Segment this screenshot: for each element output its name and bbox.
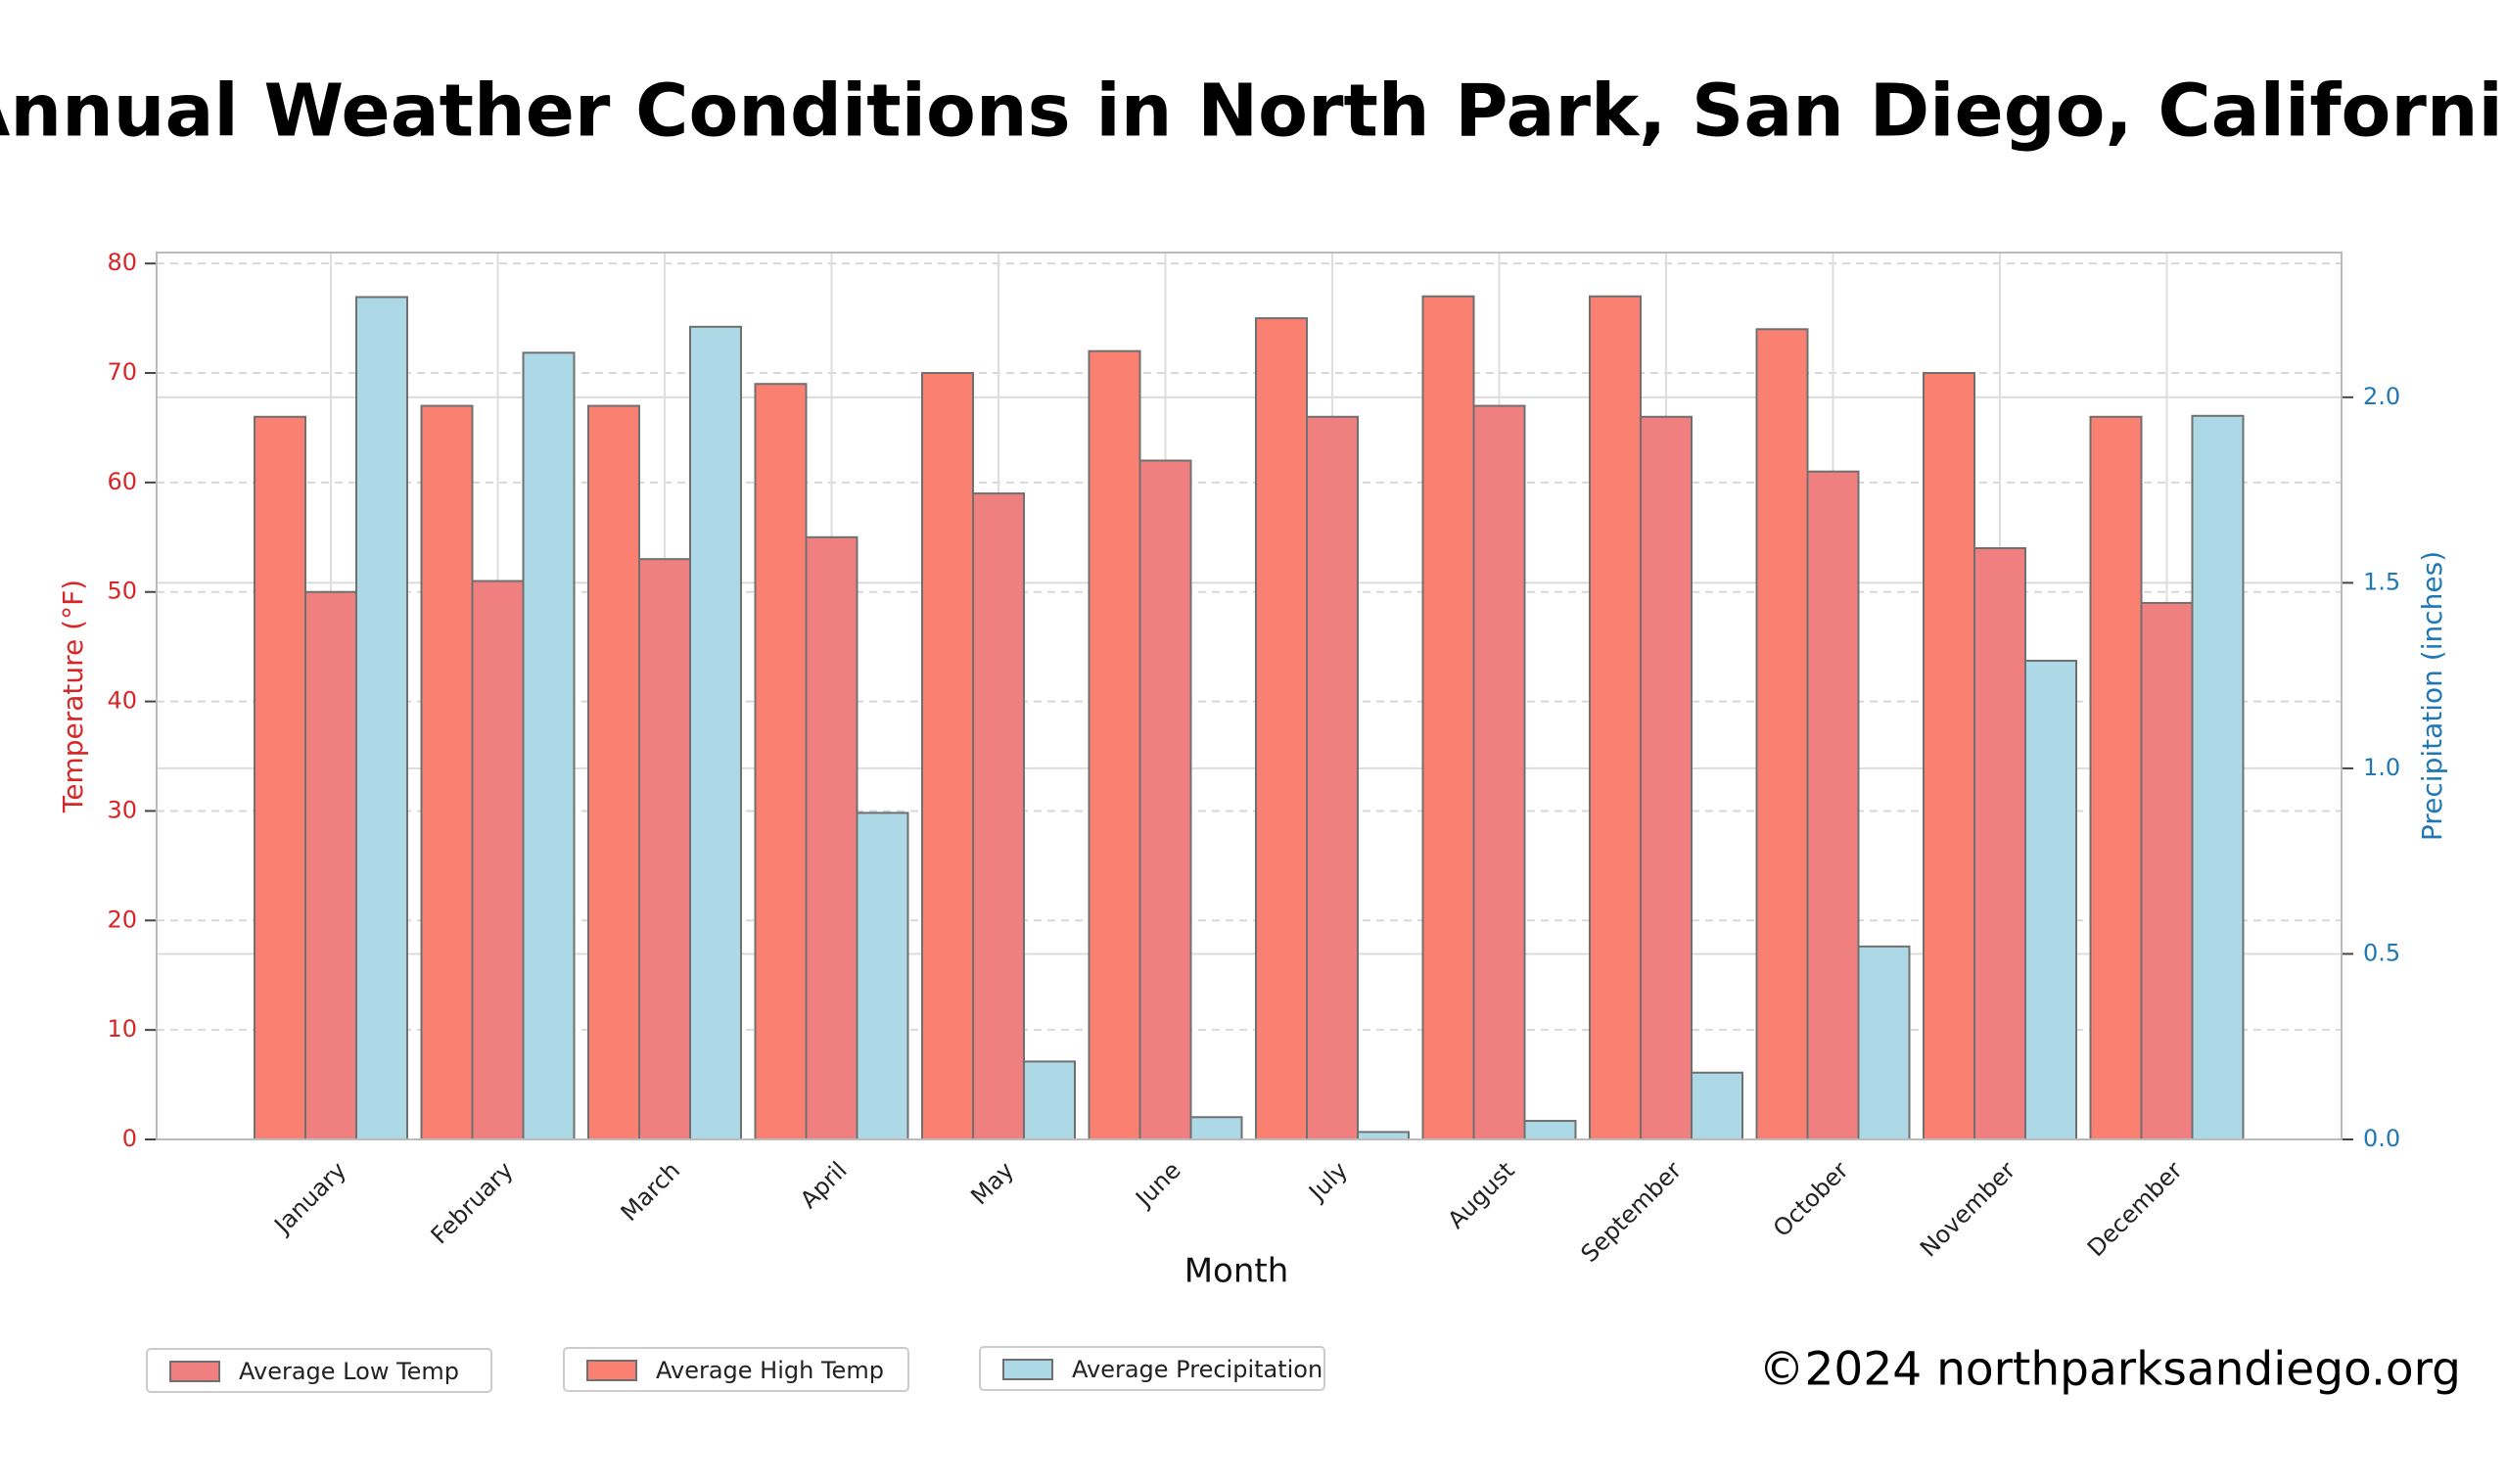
bar (1255, 317, 1308, 1141)
footer: ©2024 northparksandiego.org (1759, 1343, 2461, 1397)
bar (638, 558, 691, 1140)
y-tick-label: 40 (107, 687, 137, 715)
legend-box (146, 1348, 492, 1393)
bar (2089, 415, 2143, 1140)
bar (304, 590, 357, 1140)
bar (587, 404, 640, 1140)
bar (1138, 459, 1192, 1141)
y-tick-label: 30 (107, 796, 137, 823)
legend-label: Average Low Temp (239, 1358, 459, 1385)
bar (1023, 1060, 1076, 1141)
y2-tick-label: 1.5 (2363, 568, 2400, 595)
y-tick-label: 20 (107, 905, 137, 933)
bar (2140, 601, 2194, 1140)
bar (2191, 414, 2245, 1140)
y-tick-label: 80 (107, 249, 137, 276)
bar (689, 325, 742, 1140)
legend-box (563, 1347, 909, 1392)
bar (1923, 372, 1975, 1140)
bar (1357, 1131, 1410, 1141)
bar (1691, 1071, 1743, 1141)
bar (972, 492, 1025, 1140)
bar (805, 535, 859, 1140)
bar (1973, 547, 2026, 1140)
bar (522, 351, 576, 1141)
bar (1088, 349, 1141, 1140)
y-tick-label: 0 (122, 1125, 137, 1152)
bar (355, 296, 408, 1140)
legend-label: Average Precipitation (1072, 1356, 1323, 1383)
bar (1421, 295, 1475, 1141)
bar (420, 404, 474, 1140)
y2-tick-label: 1.0 (2363, 754, 2400, 781)
chart-title: Annual Weather Conditions in North Park,… (0, 70, 2506, 154)
bar (1755, 328, 1809, 1140)
bar (254, 415, 306, 1140)
bar (2024, 659, 2077, 1140)
bar (1589, 295, 1642, 1141)
y-tick-label: 10 (107, 1015, 137, 1043)
bar (1472, 404, 1526, 1140)
bar (1857, 945, 1911, 1140)
legend-swatch (586, 1360, 637, 1381)
y-axis-label: Temperature (°F) (57, 580, 89, 813)
bar (856, 812, 909, 1140)
bar (754, 383, 808, 1140)
bar (471, 580, 525, 1140)
plot-frame (156, 252, 2343, 1140)
bar (1306, 415, 1359, 1140)
bar (1806, 470, 1860, 1141)
legend-swatch (1002, 1359, 1053, 1380)
legend-swatch (169, 1361, 220, 1382)
y2-tick-label: 2.0 (2363, 383, 2400, 410)
legend-label: Average High Temp (656, 1357, 884, 1384)
bar (921, 372, 974, 1140)
y2-tick-label: 0.5 (2363, 939, 2400, 966)
bar (1189, 1116, 1243, 1141)
legend-box (979, 1346, 1325, 1391)
y-tick-label: 60 (107, 468, 137, 495)
bar (1640, 415, 1693, 1140)
bar (1523, 1120, 1577, 1140)
y2-tick-label: 0.0 (2363, 1125, 2400, 1152)
x-axis-label: Month (1184, 1252, 1289, 1291)
y-tick-label: 70 (107, 358, 137, 386)
y2-axis-label: Precipitation (inches) (2416, 551, 2448, 841)
y-tick-label: 50 (107, 578, 137, 605)
